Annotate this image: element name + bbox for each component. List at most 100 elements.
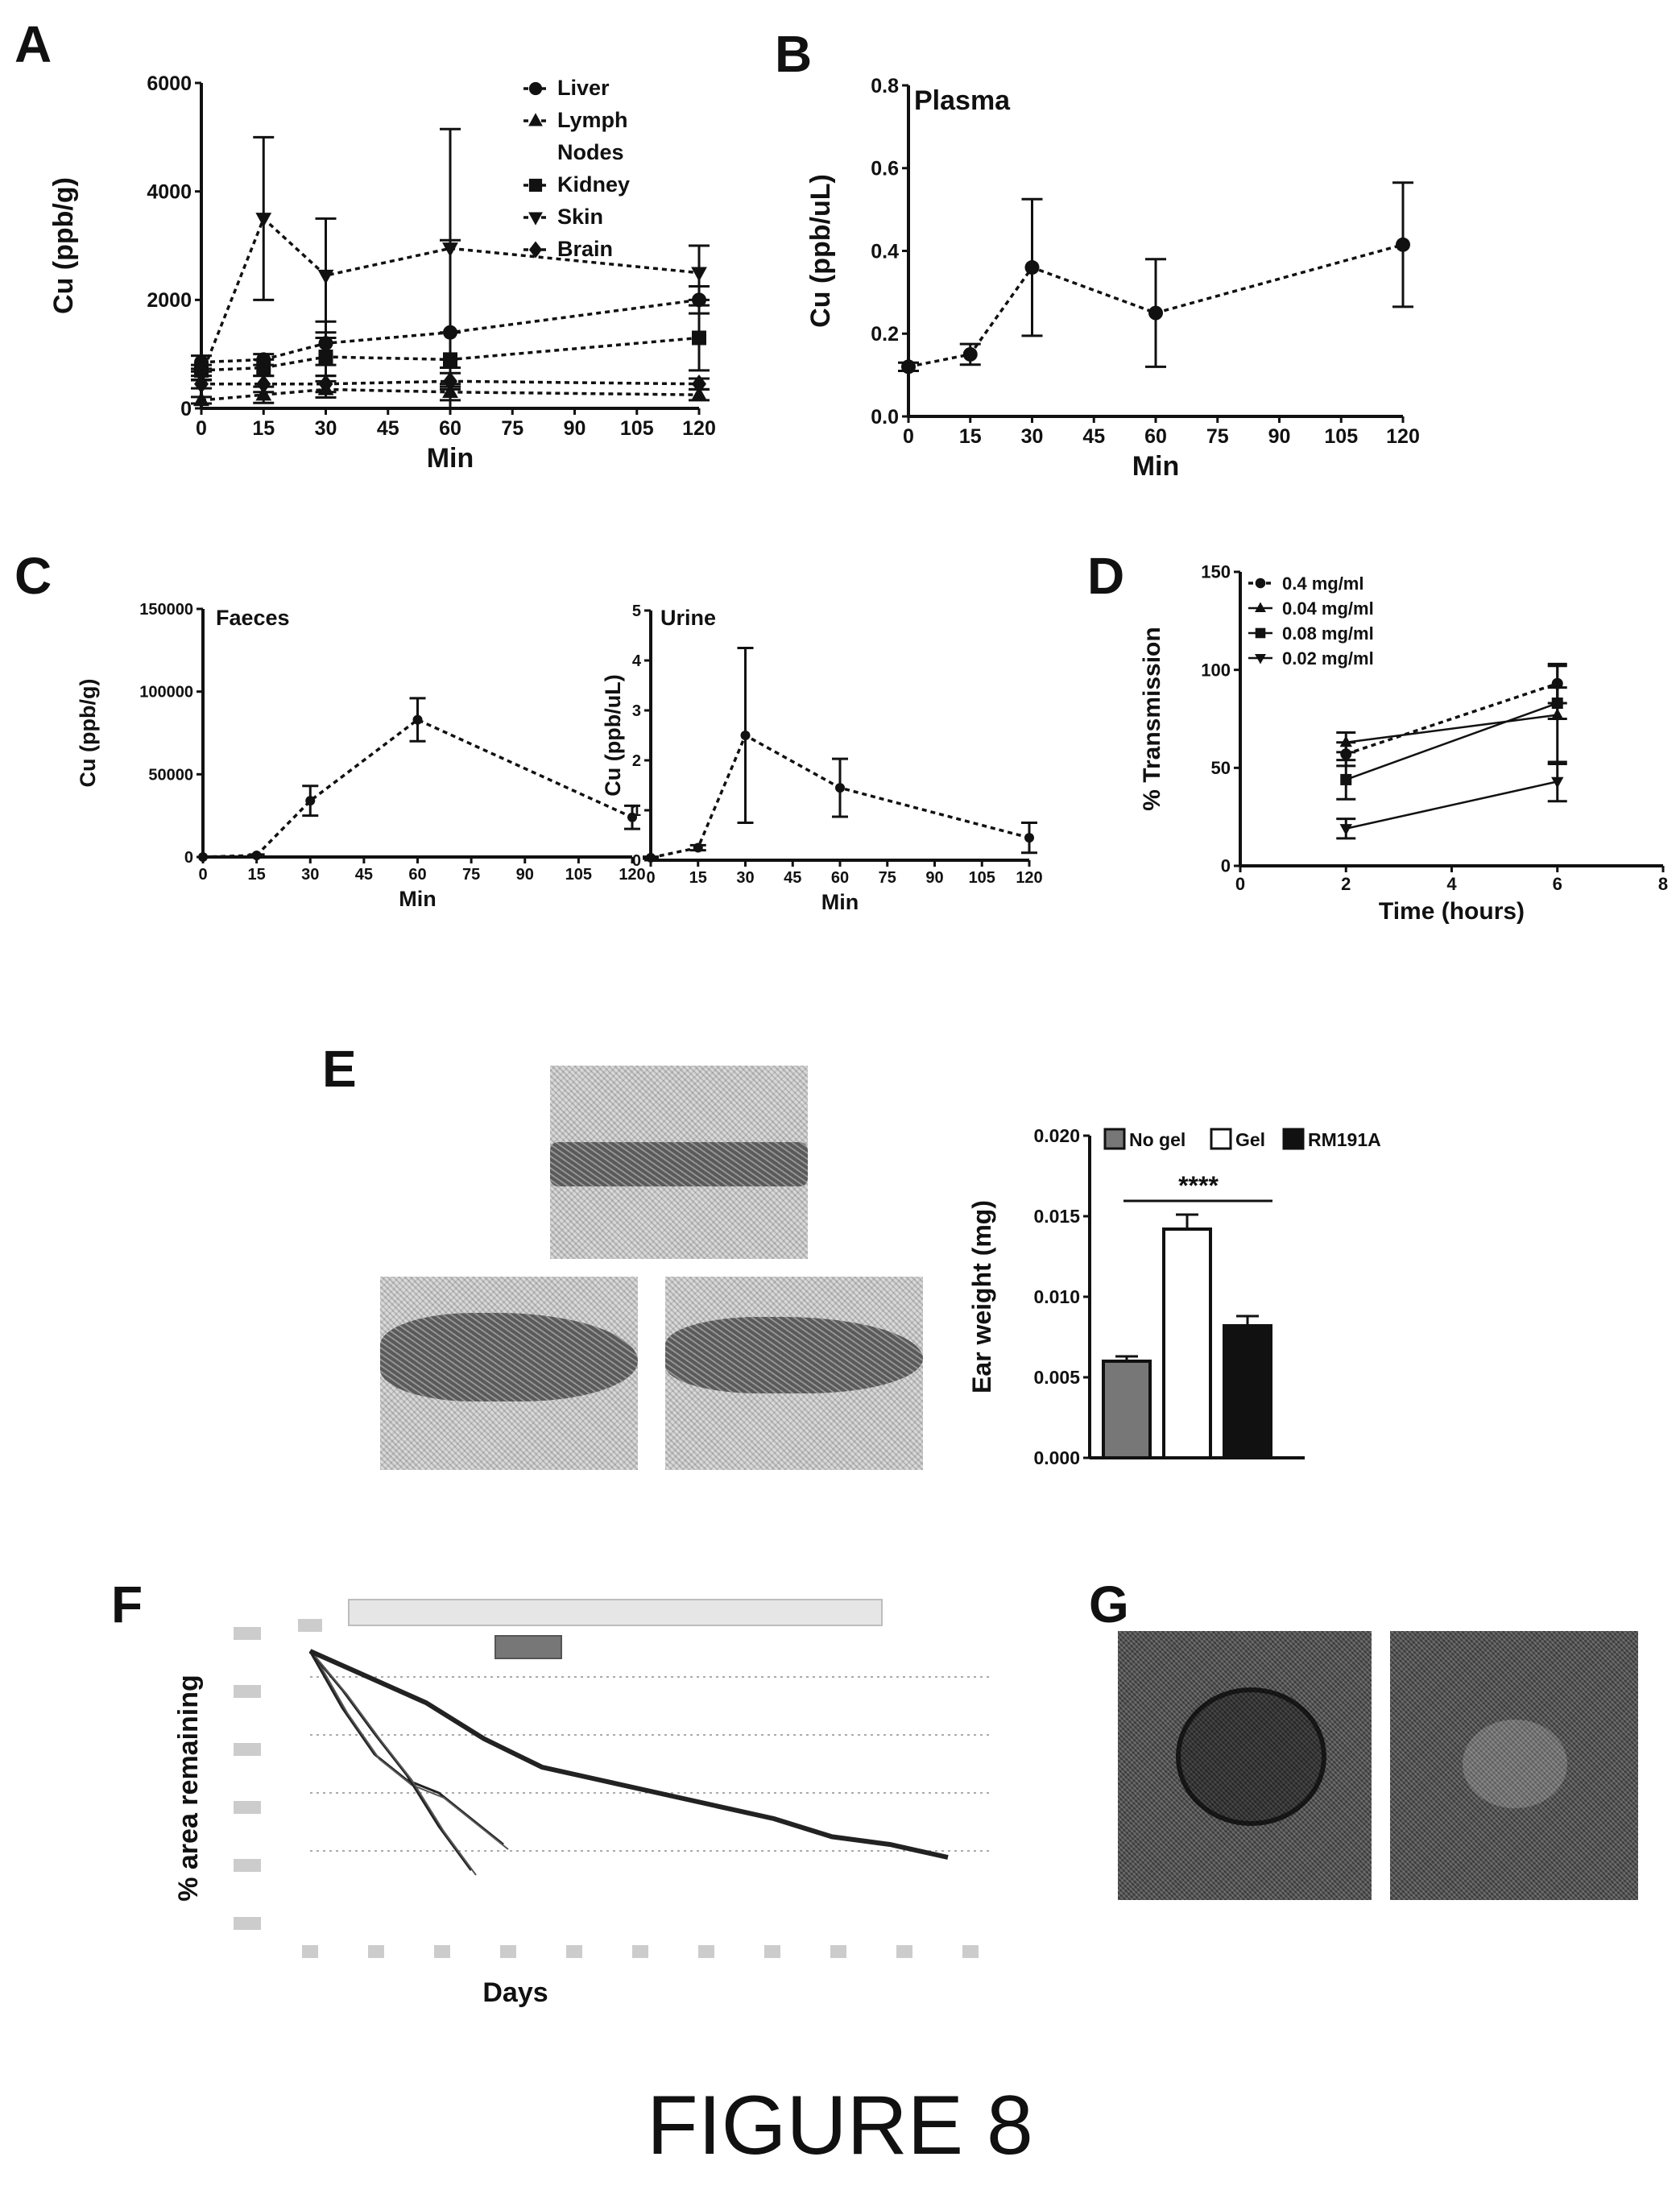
- x-tick-label: 0: [198, 866, 207, 884]
- x-tick-label: 75: [879, 869, 896, 887]
- x-axis-title: Min: [1132, 451, 1180, 482]
- y-tick-label: 0.020: [1033, 1125, 1080, 1146]
- y-axis-title: Cu (ppb/uL): [601, 674, 625, 796]
- series-line: [1345, 702, 1558, 781]
- x-tick-label: 15: [252, 417, 275, 440]
- x-tick-label: 0: [196, 417, 207, 440]
- data-point: [412, 714, 423, 725]
- x-axis-title: Min: [399, 887, 437, 911]
- data-point: [1024, 260, 1040, 275]
- x-tick-label: 45: [784, 869, 801, 887]
- y-tick-label-blurred: [234, 1743, 261, 1756]
- x-tick-label: 120: [682, 417, 716, 440]
- legend-label: Lymph: [557, 108, 628, 132]
- y-tick-label: 0.8: [871, 75, 899, 97]
- y-axis-title: % Transmission: [1139, 627, 1165, 810]
- y-tick-label-blurred: [234, 1685, 261, 1698]
- legend-marker: [1255, 653, 1266, 664]
- x-tick-label: 90: [925, 869, 943, 887]
- y-axis-title: Cu (ppb/g): [76, 679, 100, 788]
- x-tick-label: 90: [1268, 425, 1291, 448]
- x-tick-label: 120: [1016, 869, 1042, 887]
- legend-marker: [1255, 627, 1266, 639]
- wound-photo-after: [1390, 1631, 1638, 1900]
- y-tick-label: 0.000: [1033, 1447, 1080, 1468]
- legend-marker: [1255, 578, 1266, 589]
- micrograph-no-gel: [550, 1066, 808, 1259]
- x-tick-label: 120: [1386, 425, 1420, 448]
- x-tick-label: 60: [439, 417, 461, 440]
- legend-marker: [528, 212, 543, 226]
- y-axis-title: Ear weight (mg): [967, 1200, 996, 1393]
- wound-area: [1463, 1720, 1567, 1808]
- legend-swatch: [1103, 1128, 1126, 1150]
- wound-area: [1176, 1687, 1326, 1826]
- y-tick-label: 150: [1201, 562, 1231, 582]
- panel-f-blurred-title: [348, 1599, 883, 1626]
- x-axis-title: Time (hours): [1379, 898, 1525, 925]
- series-line-shadow: [314, 1655, 509, 1850]
- x-tick-label: 4: [1446, 874, 1457, 894]
- x-tick-label-blurred: [896, 1945, 912, 1958]
- data-point: [256, 375, 271, 394]
- data-point: [317, 269, 334, 284]
- legend-marker: [1255, 602, 1266, 613]
- x-tick-label: 120: [619, 866, 645, 884]
- data-point: [255, 213, 272, 228]
- y-tick-label-blurred: [234, 1859, 261, 1872]
- y-tick-label: 50: [1211, 758, 1231, 778]
- series-line: [202, 718, 633, 859]
- y-axis-title: Cu (ppb/g): [48, 177, 79, 314]
- tissue-band: [380, 1313, 638, 1401]
- x-tick-label-blurred: [434, 1945, 450, 1958]
- x-tick-label: 105: [969, 869, 995, 887]
- data-point: [835, 783, 845, 793]
- series-line-shadow: [314, 1655, 477, 1876]
- data-point: [693, 842, 703, 853]
- legend-label: Nodes: [557, 140, 624, 164]
- x-tick-label: 45: [355, 866, 373, 884]
- y-tick-label: 2000: [147, 289, 192, 312]
- legend-label: 0.08 mg/ml: [1282, 623, 1374, 644]
- x-tick-label: 90: [564, 417, 586, 440]
- x-axis-title: Min: [821, 890, 859, 914]
- x-tick-label: 30: [315, 417, 337, 440]
- data-point: [1340, 773, 1352, 785]
- y-tick-label: 6000: [147, 72, 192, 95]
- micrograph-rm191a: [665, 1277, 923, 1470]
- bar-gel: [1162, 1227, 1212, 1459]
- wound-photo-before: [1118, 1631, 1372, 1900]
- x-tick-label: 75: [1206, 425, 1229, 448]
- y-tick-label: 0: [180, 398, 192, 420]
- x-tick-label: 105: [620, 417, 654, 440]
- panel-f-chart: Days % area remaining: [173, 1619, 991, 2008]
- x-tick-label: 2: [1341, 874, 1351, 894]
- x-tick-label: 60: [831, 869, 849, 887]
- x-tick-label-blurred: [368, 1945, 384, 1958]
- legend-label: Gel: [1235, 1129, 1265, 1150]
- data-point: [740, 731, 751, 740]
- data-point: [305, 796, 316, 806]
- y-tick-label: 0.4: [871, 240, 899, 263]
- x-tick-label-blurred: [566, 1945, 582, 1958]
- data-point: [691, 267, 707, 282]
- data-point: [318, 375, 333, 394]
- data-point: [194, 375, 209, 394]
- y-tick-label: 0.0: [871, 406, 899, 428]
- y-tick-label: 50000: [148, 766, 193, 784]
- x-tick-label: 0: [646, 869, 655, 887]
- x-tick-label: 8: [1658, 874, 1668, 894]
- data-point: [627, 812, 637, 822]
- data-point: [1024, 833, 1034, 843]
- series-line: [1346, 714, 1558, 743]
- data-point: [1396, 237, 1410, 252]
- legend-label: Kidney: [557, 172, 630, 197]
- bar-no-gel: [1102, 1360, 1152, 1459]
- panel-label-g: G: [1089, 1575, 1129, 1633]
- y-tick-label: 0: [632, 852, 641, 870]
- legend-marker: [528, 81, 543, 96]
- data-point: [318, 350, 333, 365]
- x-tick-label: 75: [501, 417, 523, 440]
- panel-e-bar-chart: 0.000 0.005 0.010 0.015 0.020 Ear weight (mg)…: [967, 1125, 1381, 1468]
- y-tick-label: 2: [632, 752, 641, 770]
